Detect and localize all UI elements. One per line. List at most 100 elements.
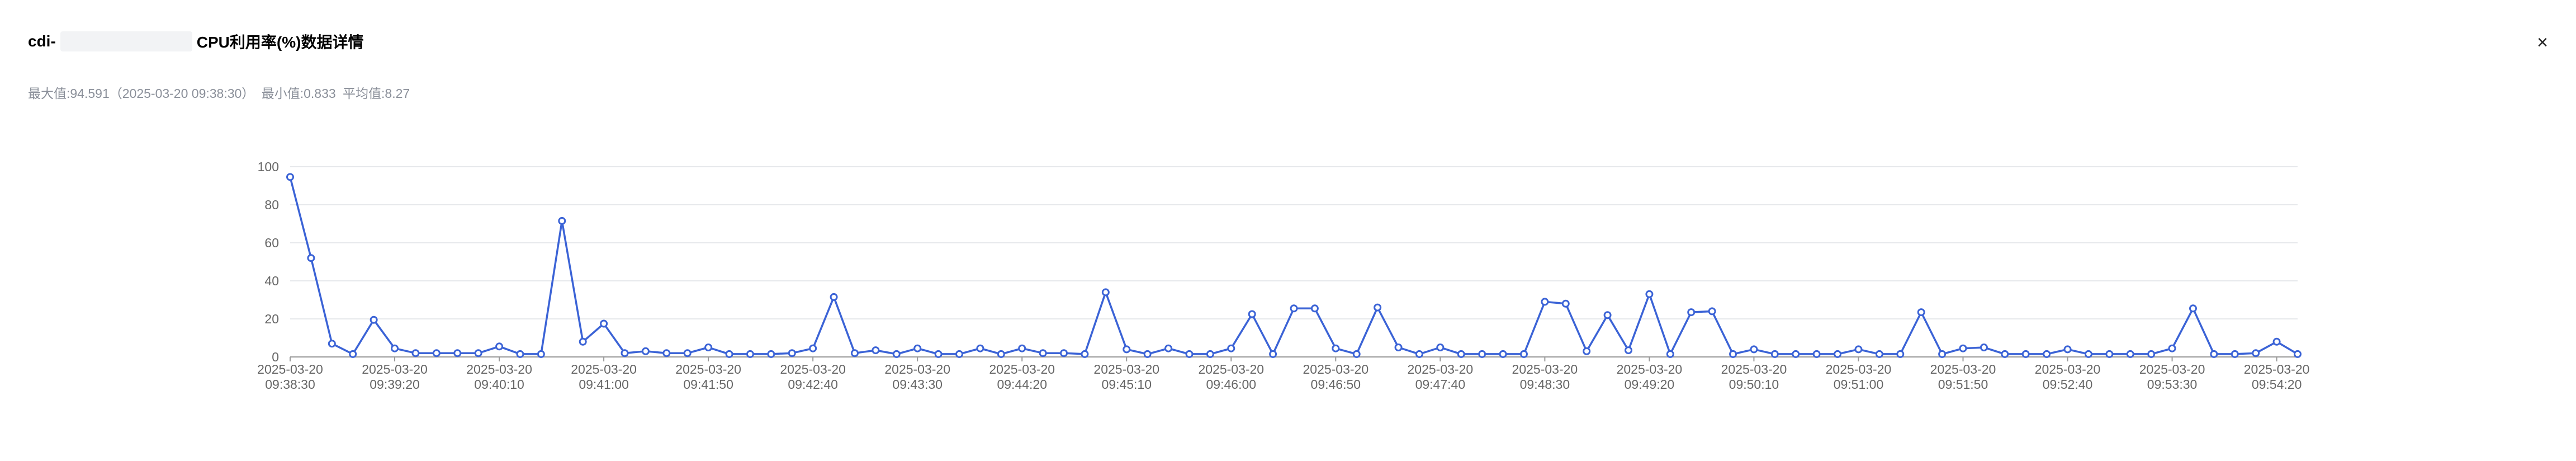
- data-point: [976, 344, 984, 352]
- x-tick-label: 2025-03-20 09:40:10: [466, 362, 532, 392]
- x-tick-label: 2025-03-20 09:45:10: [1093, 362, 1159, 392]
- x-tick-label: 2025-03-20 09:38:30: [257, 362, 323, 392]
- y-tick-label: 0: [272, 350, 279, 364]
- x-tick-label: 2025-03-20 09:52:40: [2035, 362, 2101, 392]
- data-point: [2231, 350, 2239, 358]
- data-point: [600, 319, 608, 328]
- data-point: [683, 349, 692, 357]
- data-point: [1541, 298, 1549, 306]
- max-value-label: 最大值:94.591（2025-03-20 09:38:30）: [28, 86, 255, 101]
- x-tick-label: 2025-03-20 09:39:20: [362, 362, 428, 392]
- data-point: [1290, 304, 1298, 313]
- data-point: [1123, 345, 1131, 354]
- data-point: [704, 344, 713, 351]
- data-point: [1478, 350, 1486, 358]
- summary-stats: 最大值:94.591（2025-03-20 09:38:30） 最小值:0.83…: [28, 83, 413, 102]
- data-point: [1081, 350, 1089, 358]
- data-point: [641, 347, 650, 355]
- data-point: [913, 344, 922, 352]
- close-button[interactable]: ×: [2537, 31, 2548, 53]
- data-point: [1625, 346, 1632, 355]
- data-point: [432, 349, 441, 357]
- x-tick-label: 2025-03-20 09:43:30: [884, 362, 950, 392]
- data-point: [1959, 344, 1967, 352]
- data-point: [1583, 347, 1591, 355]
- data-point: [809, 344, 817, 352]
- data-point: [2084, 350, 2092, 358]
- data-point: [830, 293, 838, 301]
- data-point: [1708, 307, 1716, 316]
- x-tick-label: 2025-03-20 09:46:50: [1303, 362, 1368, 392]
- data-point: [2252, 349, 2260, 357]
- data-point: [1729, 350, 1737, 358]
- data-point: [1603, 311, 1612, 319]
- data-point: [1164, 344, 1173, 352]
- data-point: [2294, 350, 2302, 358]
- redacted-instance-name: [60, 31, 192, 51]
- avg-value-label: 平均值:8.27: [343, 86, 410, 101]
- data-point: [2210, 350, 2218, 358]
- data-point: [1039, 349, 1047, 357]
- y-tick-label: 100: [258, 159, 279, 174]
- data-point: [307, 254, 315, 262]
- data-point: [411, 349, 420, 357]
- data-point: [1519, 350, 1528, 358]
- data-point: [537, 350, 545, 358]
- data-point: [1060, 349, 1068, 357]
- data-point: [997, 350, 1005, 358]
- data-point: [1457, 350, 1465, 358]
- data-point: [2168, 344, 2176, 352]
- data-point: [1269, 350, 1277, 358]
- data-point: [1896, 350, 1905, 358]
- data-point: [934, 350, 943, 358]
- x-tick-label: 2025-03-20 09:44:20: [989, 362, 1055, 392]
- title-prefix: cdi-: [28, 32, 56, 50]
- data-point: [2021, 350, 2030, 358]
- x-tick-label: 2025-03-20 09:51:00: [1826, 362, 1892, 392]
- data-point: [850, 349, 859, 357]
- data-point: [1875, 350, 1883, 358]
- data-point: [2126, 350, 2134, 358]
- data-point: [621, 349, 629, 357]
- data-point: [391, 344, 399, 352]
- title-metric: CPU利用率(%)数据详情: [196, 34, 364, 51]
- x-tick-label: 2025-03-20 09:47:40: [1408, 362, 1474, 392]
- dialog-header: cdi- CPU利用率(%)数据详情: [28, 30, 363, 53]
- data-point: [1645, 290, 1654, 298]
- x-tick-label: 2025-03-20 09:51:50: [1930, 362, 1996, 392]
- x-tick-label: 2025-03-20 09:49:20: [1617, 362, 1683, 392]
- data-point: [1938, 350, 1947, 358]
- data-point: [1310, 304, 1319, 313]
- x-tick-label: 2025-03-20 09:53:30: [2139, 362, 2205, 392]
- data-point: [579, 337, 587, 346]
- data-point: [1812, 350, 1821, 358]
- series-line: [289, 176, 2298, 355]
- data-point: [1185, 350, 1194, 358]
- data-point: [1917, 308, 1925, 317]
- data-point: [1018, 344, 1026, 352]
- data-point: [370, 316, 378, 324]
- data-point: [746, 350, 754, 358]
- data-point: [1374, 303, 1382, 312]
- data-point: [1770, 350, 1779, 358]
- y-tick-label: 40: [264, 274, 279, 288]
- data-point: [328, 340, 336, 348]
- x-tick-label: 2025-03-20 09:54:20: [2244, 362, 2310, 392]
- data-point: [767, 350, 775, 358]
- data-point: [1854, 345, 1863, 354]
- data-point: [2001, 350, 2009, 358]
- x-tick-label: 2025-03-20 09:42:40: [780, 362, 846, 392]
- data-point: [1206, 350, 1214, 358]
- x-tick-label: 2025-03-20 09:50:10: [1721, 362, 1787, 392]
- data-point: [1980, 344, 1988, 351]
- data-point: [1750, 345, 1758, 354]
- y-tick-label: 20: [264, 312, 279, 326]
- data-point: [1499, 350, 1507, 358]
- data-point: [662, 349, 671, 357]
- data-point: [2063, 345, 2072, 354]
- data-point: [1394, 344, 1403, 351]
- data-point: [1143, 350, 1152, 358]
- min-value-label: 最小值:0.833: [261, 86, 336, 101]
- data-point: [892, 350, 901, 358]
